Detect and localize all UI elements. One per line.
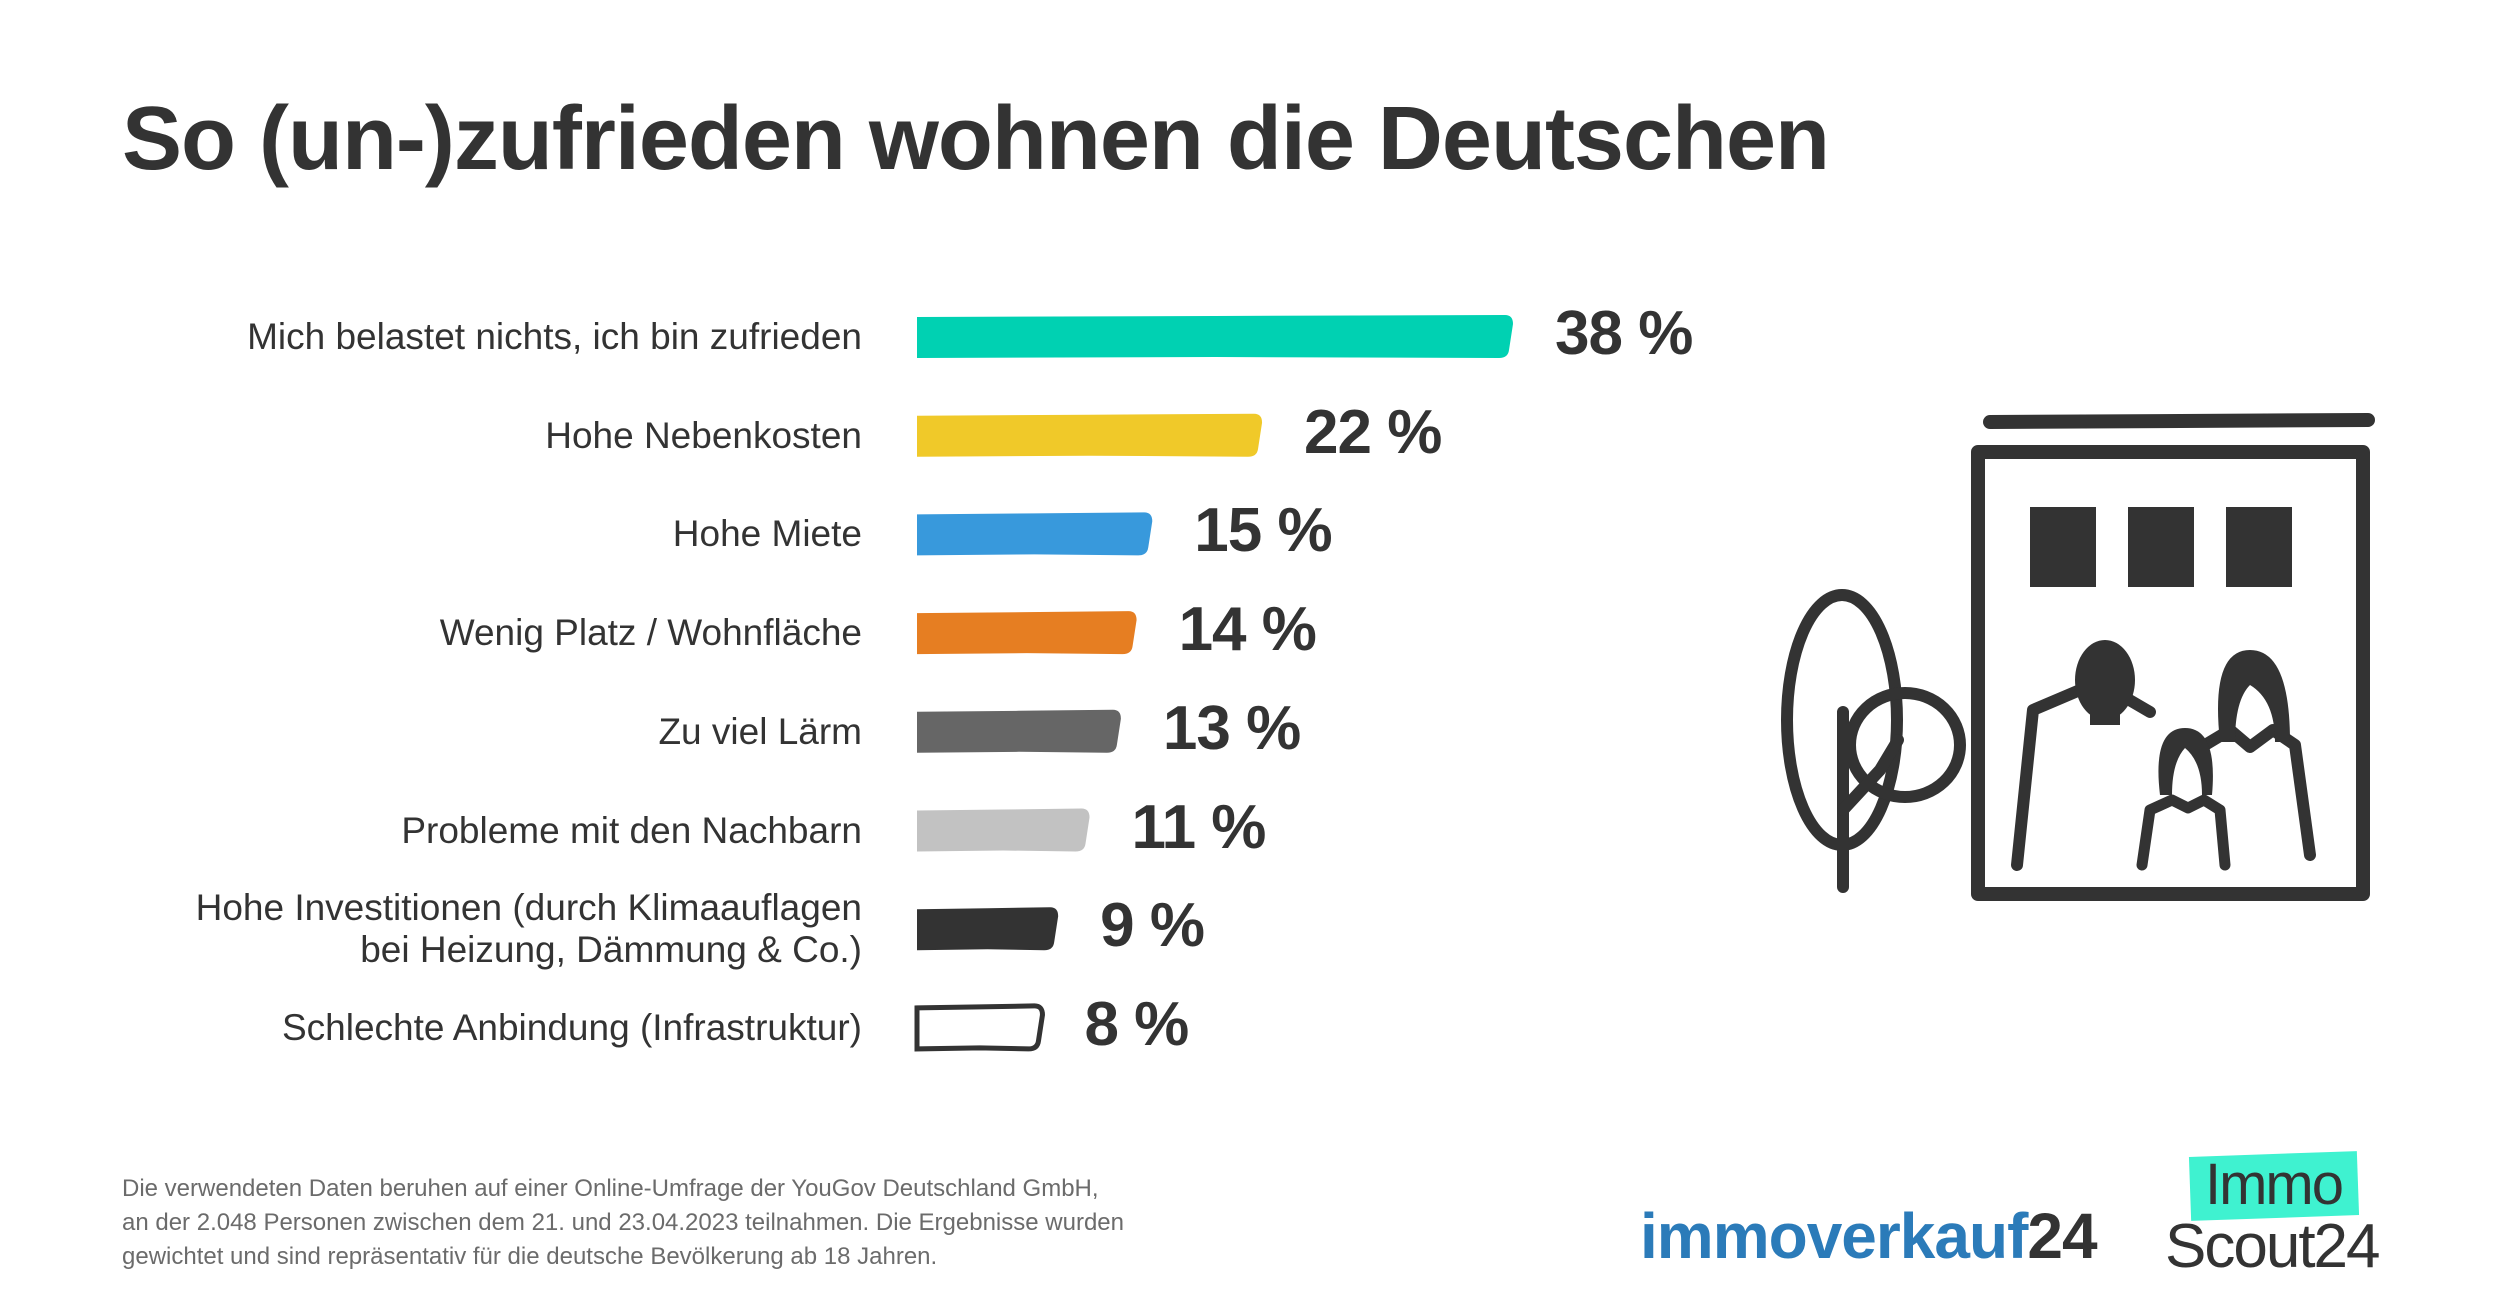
window-2 [2128, 507, 2194, 587]
window-1 [2030, 507, 2096, 587]
value-label: 15 % [1194, 496, 1332, 566]
value-label: 8 % [1084, 989, 1189, 1059]
category-label: Wenig Platz / Wohnfläche [440, 612, 862, 654]
woman-head [2218, 650, 2290, 742]
category-label-line: Mich belastet nichts, ich bin zufrieden [247, 316, 862, 357]
category-label-line: Wenig Platz / Wohnfläche [439, 612, 862, 654]
source-note: Die verwendeten Daten beruhen auf einer … [122, 1172, 1124, 1274]
bar [917, 413, 1263, 457]
child-head [2158, 728, 2213, 795]
bar [917, 611, 1137, 655]
value-label: 14 % [1178, 595, 1317, 665]
category-label: Zu viel Lärm [658, 711, 862, 753]
bar [917, 808, 1090, 852]
immoscout24-logo-immo: Immo [2205, 1152, 2344, 1217]
family-house-tree-icon [1781, 413, 2375, 901]
bar [917, 315, 1513, 358]
source-note-line: gewichtet und sind repräsentativ für die… [122, 1243, 938, 1270]
immoverkauf24-logo: immoverkauf24 [1640, 1200, 2098, 1272]
value-label: 9 % [1100, 891, 1205, 961]
category-label: Schlechte Anbindung (Infrastruktur) [282, 1007, 862, 1049]
tree-crown-small [1844, 687, 1966, 803]
source-note-line: Die verwendeten Daten beruhen auf einer … [122, 1175, 1099, 1202]
value-label: 38 % [1555, 299, 1693, 368]
category-label-line: bei Heizung, Dämmung & Co.) [360, 929, 862, 971]
bar [917, 709, 1121, 753]
category-label: Hohe Nebenkosten [545, 415, 862, 457]
category-label-line: Zu viel Lärm [658, 710, 862, 752]
chart-title: So (un-)zufrieden wohnen die Deutschen [122, 89, 1830, 189]
category-label: Mich belastet nichts, ich bin zufrieden [247, 316, 862, 358]
category-label: Probleme mit den Nachbarn [401, 810, 862, 852]
man-body [2011, 684, 2156, 871]
value-label: 22 % [1304, 397, 1442, 467]
value-label: 13 % [1162, 693, 1301, 763]
child-body [2136, 794, 2231, 871]
category-label-line: Probleme mit den Nachbarn [401, 809, 862, 851]
bar [917, 907, 1059, 951]
immoscout24-logo: Immo Scout24 [2165, 1148, 2381, 1281]
bar [917, 512, 1153, 556]
immoverkauf24-logo-number: 24 [2027, 1200, 2097, 1272]
immoverkauf24-logo-text: immoverkauf [1640, 1200, 2028, 1272]
tree-branch [1837, 734, 1904, 816]
window-3 [2226, 507, 2292, 587]
source-note-line: an der 2.048 Personen zwischen dem 21. u… [122, 1209, 1124, 1236]
roof-line [1983, 413, 2375, 429]
category-label: Hohe Miete [673, 513, 862, 555]
category-label-line: Hohe Nebenkosten [545, 414, 862, 456]
category-label-line: Hohe Investitionen (durch Klimaauflagen [195, 887, 862, 929]
category-label-line: Schlechte Anbindung (Infrastruktur) [282, 1006, 862, 1048]
value-label: 11 % [1131, 792, 1267, 862]
building-frame [1971, 445, 2370, 901]
category-label: Hohe Investitionen (durch Klimaauflagen b… [196, 887, 862, 971]
immoscout24-logo-scout: Scout24 [2165, 1212, 2381, 1281]
category-label-line: Hohe Miete [672, 513, 862, 555]
bar [914, 1003, 1045, 1052]
